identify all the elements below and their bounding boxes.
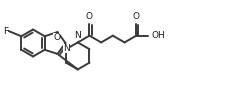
Text: O: O <box>86 12 93 21</box>
Text: F: F <box>3 27 8 36</box>
Text: N: N <box>63 44 70 53</box>
Text: N: N <box>74 31 81 40</box>
Text: OH: OH <box>151 31 165 40</box>
Text: O: O <box>53 33 60 42</box>
Text: O: O <box>133 12 140 21</box>
